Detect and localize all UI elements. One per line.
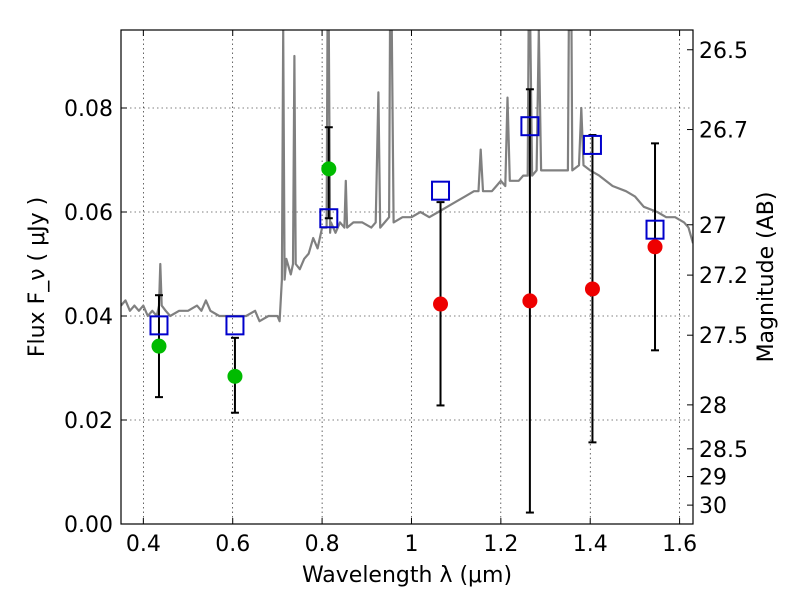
x-tick-label: 1.2: [483, 532, 518, 557]
filled-circle-marker: [321, 161, 337, 177]
filled-circle-marker: [522, 293, 538, 309]
x-tick-label: 1.6: [662, 532, 697, 557]
x-tick-label: 0.6: [215, 532, 250, 557]
y-tick-label: 0.00: [64, 513, 113, 538]
filled-circle-marker: [151, 338, 167, 354]
right-tick-label: 28.5: [699, 438, 748, 463]
open-square-marker: [431, 180, 451, 201]
x-tick-label: 1: [404, 532, 418, 557]
y-tick-label: 0.02: [64, 409, 113, 434]
y-tick-label: 0.04: [64, 305, 113, 330]
x-tick-label: 0.8: [305, 532, 340, 557]
x-axis-label: Wavelength λ (μm): [302, 563, 512, 588]
filled-circle-marker: [227, 368, 243, 384]
x-tick-label: 0.4: [126, 532, 161, 557]
filled-circle-marker: [433, 296, 449, 312]
model-spectrum: [121, 30, 693, 323]
open-square-marker: [319, 208, 339, 229]
filled-circle-marker: [584, 281, 600, 297]
data-markers: [149, 116, 665, 384]
right-tick-label: 26.5: [699, 39, 748, 64]
y-axis-label: Flux F_ν ( μJy ): [25, 197, 50, 357]
right-tick-label: 27: [699, 214, 727, 239]
plot-background: [121, 30, 693, 524]
filled-circle-marker: [647, 239, 663, 255]
right-tick-label: 29: [699, 466, 727, 491]
open-square-marker: [645, 219, 665, 240]
x-tick-label: 1.4: [573, 532, 608, 557]
y-tick-label: 0.08: [64, 97, 113, 122]
spectrum-line: [121, 30, 693, 323]
open-square-marker: [225, 315, 245, 336]
open-square-marker: [582, 134, 602, 155]
right-tick-label: 26.7: [699, 119, 748, 144]
open-square-marker: [149, 315, 169, 336]
right-tick-label: 27.5: [699, 324, 748, 349]
y-tick-label: 0.06: [64, 201, 113, 226]
plot-frame: [120, 29, 694, 525]
right-tick-label: 28: [699, 394, 727, 419]
axis-ticks: 0.4 0.6 0.8 1 1.2 1.4 1.6 0.00 0.02 0.04 0.06 0.08 2…: [64, 30, 748, 557]
right-tick-label: 27.2: [699, 264, 748, 289]
open-square-marker: [520, 116, 540, 137]
right-axis-label: Magnitude (AB): [754, 192, 779, 363]
right-tick-label: 30: [699, 494, 727, 519]
